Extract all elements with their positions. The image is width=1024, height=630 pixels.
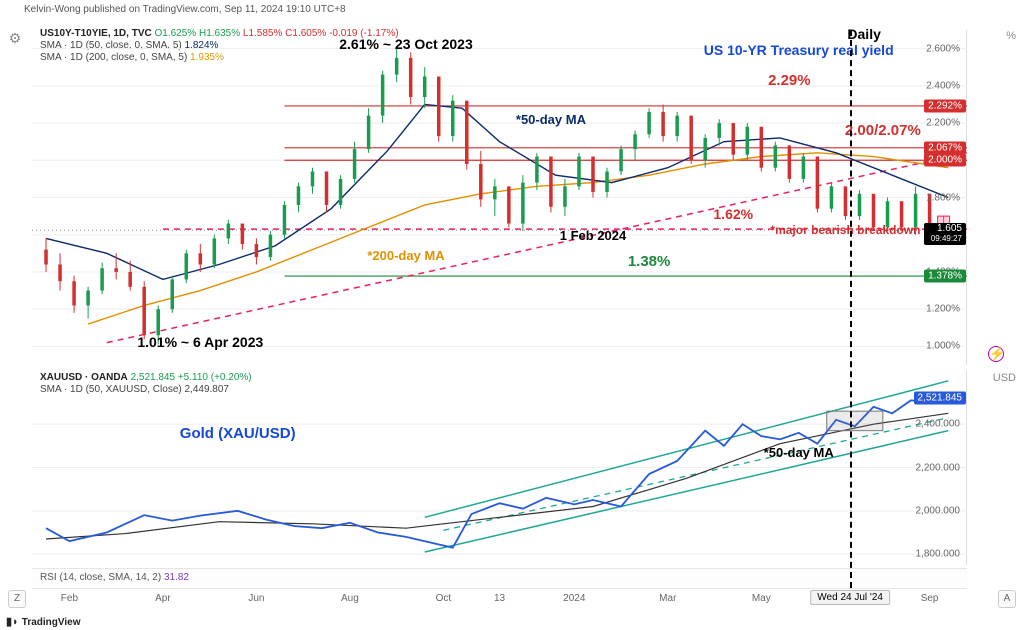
chart-annotation: 2.61% ~ 23 Oct 2023 (339, 36, 473, 52)
chart-annotation: US 10-YR Treasury real yield (704, 42, 894, 58)
xtick-label: Apr (155, 593, 171, 604)
chart-annotation: Gold (XAU/USD) (180, 425, 296, 442)
sub-chart-canvas (32, 370, 967, 565)
cursor-vline (850, 30, 852, 588)
chart-annotation: 1.62% (713, 206, 753, 222)
chart-annotation: 1.01% ~ 6 Apr 2023 (137, 334, 263, 350)
unit-usd: USD (993, 372, 1016, 384)
rsi-panel: RSI (14, close, SMA, 14, 2) 31.82 (32, 568, 967, 586)
sub-chart-panel[interactable]: 1,800.000 2,000.000 2,200.000 2,400.000 2,52… (32, 370, 967, 565)
xtick-label: Aug (341, 593, 359, 604)
xtick-label: Mar (659, 593, 676, 604)
chart-annotation: 1.38% (628, 253, 671, 270)
chart-annotation: 1 Feb 2024 (560, 228, 627, 243)
ytick-label: 1.000% (926, 341, 960, 352)
price-tag: 2.000% (924, 154, 966, 167)
chart-annotation: Daily (847, 26, 880, 42)
price-tag: 1.60509:49:27 (924, 223, 966, 245)
xtick-label: Oct (436, 593, 452, 604)
xtick-label: May (752, 593, 771, 604)
ytick-label: 1.800% (926, 192, 960, 203)
zoom-out-button[interactable]: Z (8, 590, 26, 608)
chart-annotation: 2.29% (768, 72, 811, 89)
price-tag: 2.292% (924, 99, 966, 112)
ytick-label: 2.600% (926, 43, 960, 54)
price-tag: 2.067% (924, 141, 966, 154)
rsi-label: RSI (14, close, SMA, 14, 2) (40, 572, 161, 583)
brand-text: TradingView (22, 617, 81, 628)
xtick-label: Feb (61, 593, 78, 604)
ytick-label: 2.400% (926, 80, 960, 91)
chart-annotation: 2.00/2.07% (845, 122, 921, 139)
chart-credit: Kelvin-Wong published on TradingView.com… (24, 4, 1016, 18)
chart-annotation: *50-day MA (516, 112, 586, 127)
xtick-label: Jun (248, 593, 264, 604)
chart-annotation: *50-day MA (764, 445, 834, 460)
price-tag: 1.378% (924, 270, 966, 283)
ytick-label: 1.200% (926, 304, 960, 315)
ytick-label: 1,800.000 (916, 549, 961, 560)
ytick-label: 2,400.000 (916, 419, 961, 430)
main-chart-canvas (32, 30, 967, 365)
ytick-label: 2,200.000 (916, 462, 961, 473)
chart-annotation: *200-day MA (367, 248, 444, 263)
auto-fit-button[interactable]: A (998, 590, 1016, 608)
xaxis[interactable]: Feb Apr Jun Aug Oct 13 2024 Mar May Sep Wed 24 Jul… (32, 588, 967, 610)
gear-icon[interactable]: ⚙ (6, 30, 24, 48)
unit-pct: % (1006, 30, 1016, 42)
xtick-label: 13 (494, 593, 505, 604)
ytick-label: 2,000.000 (916, 505, 961, 516)
price-tag: 2,521.845 (914, 391, 967, 404)
ytick-label: 2.200% (926, 118, 960, 129)
xtick-label: 2024 (563, 593, 585, 604)
main-chart-panel[interactable]: 1.000%1.200%1.400%1.600%1.800%2.000%2.20… (32, 30, 967, 365)
rsi-value: 31.82 (164, 572, 189, 583)
brand-logo: ▮◗ TradingView (6, 615, 81, 628)
xaxis-cursor-label: Wed 24 Jul '24 (810, 590, 890, 605)
flash-icon[interactable]: ⚡ (988, 346, 1004, 362)
chart-annotation: *major bearish breakdown (770, 223, 920, 237)
xtick-label: Sep (921, 593, 939, 604)
